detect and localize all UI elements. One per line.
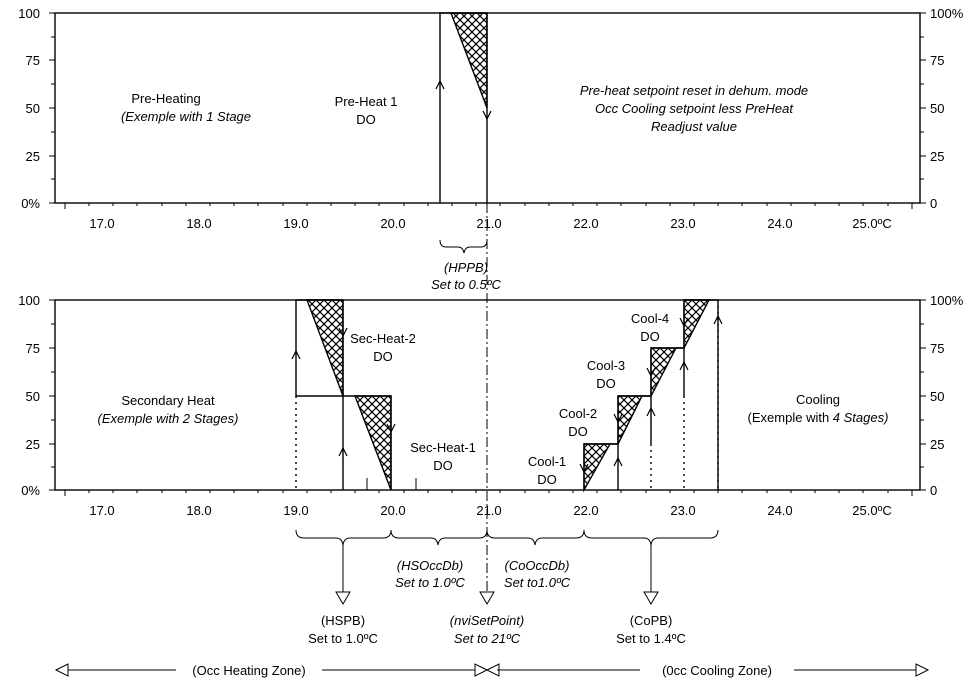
bottom-left-tick-100: 100 (18, 293, 40, 308)
bottom-x-axis: 17.0 18.0 19.0 20.0 21.0 22.0 23.0 24.0 … (64, 490, 913, 518)
bottom-right-tick-25: 25 (930, 437, 944, 452)
preheat-stage (440, 12, 488, 203)
top-x-axis: 17.0 18.0 19.0 20.0 21.0 22.0 23.0 24.0 … (64, 203, 913, 231)
cool-2-hatch (617, 395, 644, 445)
top-x-tick-22: 22.0 (573, 216, 598, 231)
preheat-hatch (449, 12, 488, 109)
secondary-heat-stages (296, 299, 417, 491)
hppb-bracket: (HPPB) Set to 0.5ºC (431, 239, 501, 292)
sec-heat-1-do: DO (433, 458, 453, 473)
cool-3-do: DO (596, 376, 616, 391)
cool-1-label: Cool-1 (528, 454, 566, 469)
bottom-left-tick-0: 0% (21, 483, 40, 498)
cooling-subtitle: (Exemple with 4 Stages) (748, 410, 889, 425)
top-x-tick-20: 20.0 (380, 216, 405, 231)
cooccdb-label: (CoOccDb) (504, 558, 569, 573)
bottom-right-tick-100: 100% (930, 293, 964, 308)
top-x-tick-17: 17.0 (89, 216, 114, 231)
sec-heat-1-label: Sec-Heat-1 (410, 440, 476, 455)
bottom-x-tick-17: 17.0 (89, 503, 114, 518)
top-x-tick-18: 18.0 (186, 216, 211, 231)
preheat-note-2: Occ Cooling setpoint less PreHeat (595, 101, 794, 116)
bottom-left-axis: 100 75 50 25 0% (18, 293, 55, 498)
preheat1-label: Pre-Heat 1 (335, 94, 398, 109)
preheat-note-3: Readjust value (651, 119, 737, 134)
bottom-left-tick-50: 50 (26, 389, 40, 404)
top-right-tick-100: 100% (930, 6, 964, 21)
cooling-zone-label: (0cc Cooling Zone) (662, 663, 772, 678)
bottom-right-tick-75: 75 (930, 341, 944, 356)
top-left-tick-0: 0% (21, 196, 40, 211)
bottom-x-tick-22: 22.0 (573, 503, 598, 518)
top-x-tick-19: 19.0 (283, 216, 308, 231)
cool-2-label: Cool-2 (559, 406, 597, 421)
sec-heat-2-do: DO (373, 349, 393, 364)
hspb-value: Set to 1.0ºC (308, 631, 378, 646)
heating-zone-label: (Occ Heating Zone) (192, 663, 305, 678)
top-right-tick-50: 50 (930, 101, 944, 116)
top-x-tick-23: 23.0 (670, 216, 695, 231)
hspb-label: (HSPB) (321, 613, 365, 628)
cool-4-do: DO (640, 329, 660, 344)
top-x-tick-24: 24.0 (767, 216, 792, 231)
copb-value: Set to 1.4ºC (616, 631, 686, 646)
bottom-x-tick-23: 23.0 (670, 503, 695, 518)
cooccdb-value: Set to1.0ºC (504, 575, 571, 590)
cool-4-label: Cool-4 (631, 311, 669, 326)
deadband-brackets (295, 529, 719, 605)
top-left-tick-100: 100 (18, 6, 40, 21)
top-right-tick-25: 25 (930, 149, 944, 164)
secondary-heat-subtitle: (Exemple with 2 Stages) (98, 411, 239, 426)
top-chart: 100 75 50 25 0% 100% 75 50 25 0 17.0 18.… (18, 6, 963, 231)
zone-arrows (54, 663, 930, 677)
secondary-heat-title: Secondary Heat (121, 393, 215, 408)
top-x-tick-21: 21.0 (476, 216, 501, 231)
hppb-label: (HPPB) (444, 260, 488, 275)
top-left-tick-25: 25 (26, 149, 40, 164)
bottom-x-tick-19: 19.0 (283, 503, 308, 518)
bottom-x-tick-18: 18.0 (186, 503, 211, 518)
bottom-right-tick-0: 0 (930, 483, 937, 498)
cool-3-label: Cool-3 (587, 358, 625, 373)
top-right-tick-75: 75 (930, 53, 944, 68)
setpoint-label: (nviSetPoint) (450, 613, 524, 628)
bottom-right-axis: 100% 75 50 25 0 (920, 293, 964, 498)
hppb-value: Set to 0.5ºC (431, 277, 501, 292)
bottom-x-tick-25: 25.0ºC (852, 503, 891, 518)
bottom-x-tick-24: 24.0 (767, 503, 792, 518)
top-right-axis: 100% 75 50 25 0 (920, 6, 964, 211)
preheat-note-1: Pre-heat setpoint reset in dehum. mode (580, 83, 808, 98)
cool-1-hatch (583, 443, 612, 493)
sec-heat-1-hatch (353, 395, 392, 491)
cool-4-hatch (683, 299, 711, 349)
hsoccdb-value: Set to 1.0ºC (395, 575, 465, 590)
top-x-tick-25: 25.0ºC (852, 216, 891, 231)
cooling-stages (583, 299, 718, 493)
sec-heat-2-hatch (305, 299, 344, 397)
top-left-axis: 100 75 50 25 0% (18, 6, 55, 211)
cool-3-hatch (650, 347, 678, 397)
top-right-tick-0: 0 (930, 196, 937, 211)
bottom-x-tick-21: 21.0 (476, 503, 501, 518)
hsoccdb-label: (HSOccDb) (397, 558, 463, 573)
cool-1-do: DO (537, 472, 557, 487)
pre-heating-subtitle: (Exemple with 1 Stage (121, 109, 251, 124)
cooling-title: Cooling (796, 392, 840, 407)
bottom-left-tick-75: 75 (26, 341, 40, 356)
preheat1-do: DO (356, 112, 376, 127)
copb-label: (CoPB) (630, 613, 673, 628)
bottom-left-tick-25: 25 (26, 437, 40, 452)
top-left-tick-75: 75 (26, 53, 40, 68)
pre-heating-title: Pre-Heating (131, 91, 200, 106)
sec-heat-2-label: Sec-Heat-2 (350, 331, 416, 346)
bottom-chart: 100 75 50 25 0% 100% 75 50 25 0 17.0 18.… (18, 203, 964, 600)
top-left-tick-50: 50 (26, 101, 40, 116)
setpoint-value: Set to 21ºC (454, 631, 521, 646)
bottom-x-tick-20: 20.0 (380, 503, 405, 518)
bottom-right-tick-50: 50 (930, 389, 944, 404)
cool-2-do: DO (568, 424, 588, 439)
